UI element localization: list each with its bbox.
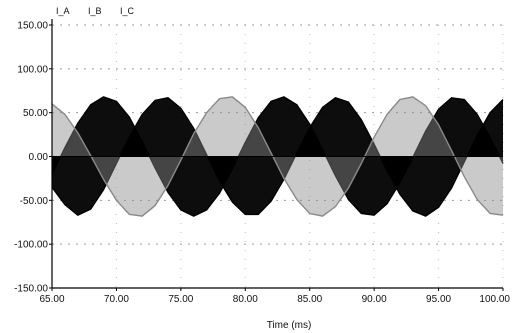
y-tick-label-4: -50.00: [20, 196, 49, 207]
legend: I_A I_B I_C: [56, 6, 135, 16]
x-tick-label-6: 95.00: [426, 294, 451, 305]
y-tick-label-2: 50.00: [23, 108, 48, 119]
y-tick-label-6: -150.00: [14, 284, 48, 295]
x-tick-label-4: 85.00: [297, 294, 322, 305]
x-tick-labels: 65.00 70.00 75.00 80.00 85.00 90.00 95.00 100.0…: [39, 294, 510, 305]
y-tick-label-0: 150.00: [17, 21, 48, 32]
x-axis-label: Time (ms): [267, 320, 312, 331]
x-tick-label-0: 65.00: [39, 294, 64, 305]
x-tick-label-5: 90.00: [362, 294, 387, 305]
x-tick-label-7: 100.00: [479, 294, 510, 305]
axes: [49, 19, 504, 291]
y-tick-label-5: -100.00: [14, 240, 48, 251]
series-I_C-line: [51, 96, 504, 217]
legend-item-1: I_B: [88, 6, 102, 16]
legend-item-0: I_A: [56, 6, 70, 16]
x-tick-label-3: 80.00: [233, 294, 258, 305]
x-tick-label-1: 70.00: [104, 294, 129, 305]
series-I_B-line: [51, 96, 504, 217]
y-tick-label-1: 100.00: [17, 64, 48, 75]
legend-item-2: I_C: [120, 6, 135, 16]
y-tick-label-3: 0.00: [29, 152, 49, 163]
y-tick-labels: 150.00 100.00 50.00 0.00 -50.00 -100.00 -150.0…: [14, 21, 48, 295]
x-tick-label-2: 75.00: [168, 294, 193, 305]
